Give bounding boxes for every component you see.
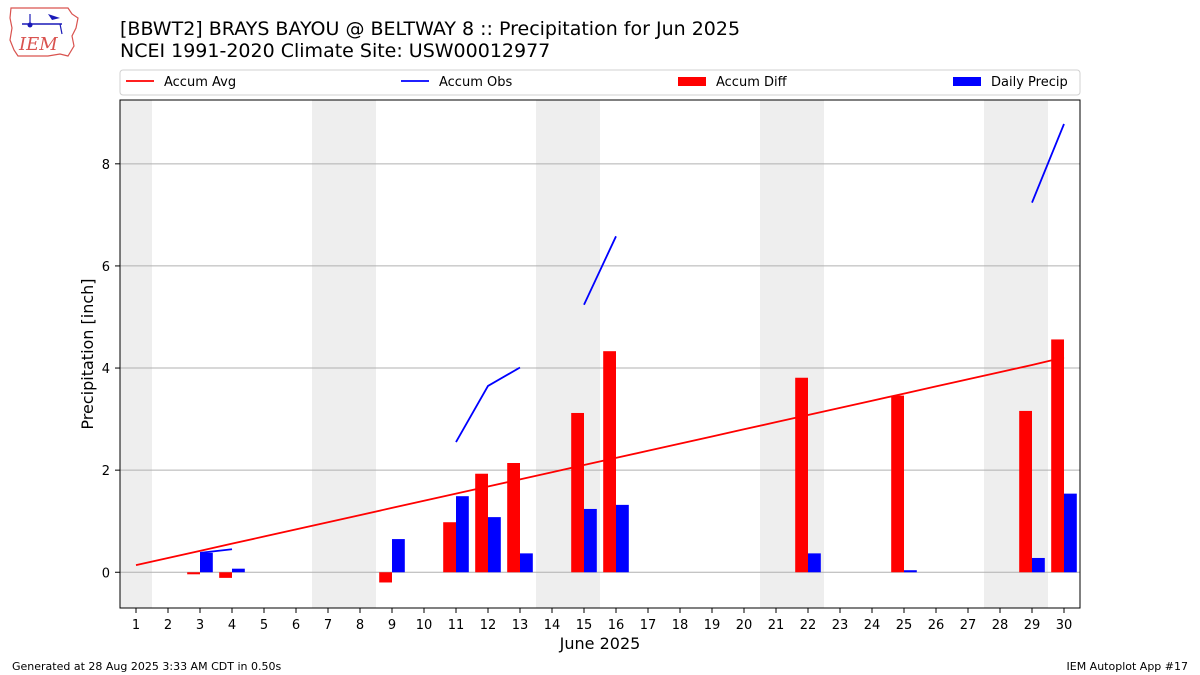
x-tick-label-14: 14 [544, 618, 561, 633]
x-axis-label: June 2025 [559, 634, 641, 653]
x-tick-label-27: 27 [960, 618, 977, 633]
x-tick-label-9: 9 [388, 618, 396, 633]
x-tick-label-24: 24 [864, 618, 881, 633]
accum-diff-bar-4 [219, 572, 232, 578]
x-tick-label-20: 20 [736, 618, 753, 633]
shade-day-8 [344, 100, 376, 608]
chart-subtitle: NCEI 1991-2020 Climate Site: USW00012977 [120, 40, 551, 62]
plot-frame [119, 99, 1081, 609]
weekend-shading [120, 100, 1048, 608]
accum-diff-bar-25 [891, 395, 904, 573]
y-tick-label-8: 8 [102, 158, 110, 173]
x-tick-label-7: 7 [324, 618, 332, 633]
accum-diff-bar-16 [603, 351, 616, 573]
legend-swatch-daily-precip [953, 77, 981, 86]
daily-precip-bar-12 [488, 517, 501, 573]
x-tick-label-5: 5 [260, 618, 268, 633]
accum-obs-line-2 [455, 366, 521, 443]
legend-label-accum-diff: Accum Diff [716, 75, 788, 90]
legend-label-daily-precip: Daily Precip [991, 75, 1068, 90]
daily-precip-bar-30 [1064, 493, 1077, 573]
x-tick-label-13: 13 [512, 618, 529, 633]
daily-precip-bar-29 [1032, 557, 1045, 573]
x-tick-label-12: 12 [480, 618, 497, 633]
x-tick-label-4: 4 [228, 618, 236, 633]
y-gridlines [120, 163, 1080, 573]
x-tick-label-18: 18 [672, 618, 689, 633]
x-tick-label-29: 29 [1024, 618, 1041, 633]
y-tick-label-4: 4 [102, 362, 110, 377]
axis-ticks: 1 2 3 4 5 6 7 8 9 10 11 12 13 14 15 16 17 18 19 20 21 22 23 24 2… [102, 158, 1073, 633]
x-tick-label-22: 22 [800, 618, 817, 633]
legend-box [119, 69, 1081, 96]
x-tick-label-15: 15 [576, 618, 593, 633]
accum-obs-line-1 [199, 548, 233, 554]
legend-label-accum-obs: Accum Obs [439, 75, 512, 90]
shade-day-7 [312, 100, 344, 608]
x-tick-label-26: 26 [928, 618, 945, 633]
accum-obs-line-3 [583, 235, 617, 306]
y-tick-label-6: 6 [102, 260, 110, 275]
x-tick-label-6: 6 [292, 618, 300, 633]
daily-precip-bar-15 [584, 508, 597, 573]
accum-obs-line-4 [1031, 123, 1065, 203]
accum-diff-bar-9 [379, 572, 392, 583]
accum-diff-bar-11 [443, 522, 456, 573]
accum-diff-bar-15 [571, 412, 584, 573]
x-tick-label-23: 23 [832, 618, 849, 633]
accum-diff-bar-29 [1019, 410, 1032, 573]
shade-day-14 [536, 100, 568, 608]
logo-text: IEM [18, 34, 58, 55]
x-tick-label-11: 11 [448, 618, 465, 633]
daily-precip-bar-11 [456, 496, 469, 573]
x-tick-label-21: 21 [768, 618, 785, 633]
x-tick-label-8: 8 [356, 618, 364, 633]
x-tick-label-1: 1 [132, 618, 140, 633]
x-tick-label-28: 28 [992, 618, 1009, 633]
legend-label-accum-avg: Accum Avg [164, 75, 236, 90]
y-tick-label-0: 0 [102, 566, 110, 581]
iem-logo-icon: IEM [8, 6, 80, 64]
daily-precip-bar-9 [392, 539, 405, 573]
daily-precip-bar-3 [200, 552, 213, 573]
x-tick-label-2: 2 [164, 618, 172, 633]
y-axis-label: Precipitation [inch] [78, 278, 97, 429]
accum-diff-bar-30 [1051, 339, 1064, 573]
legend-swatch-accum-diff [678, 77, 706, 86]
app-credit: IEM Autoplot App #17 [1066, 660, 1189, 673]
shade-day-1 [120, 100, 152, 608]
daily-precip-bar-4 [232, 568, 245, 573]
bars [187, 339, 1077, 583]
daily-precip-bar-13 [520, 553, 533, 573]
shade-day-21 [760, 100, 792, 608]
y-tick-label-2: 2 [102, 464, 110, 479]
chart-title: [BBWT2] BRAYS BAYOU @ BELTWAY 8 :: Preci… [120, 18, 741, 40]
accum-diff-bar-22 [795, 377, 808, 573]
legend: Accum Avg Accum Obs Accum Diff Daily Precip [119, 69, 1081, 96]
shade-day-28 [984, 100, 1016, 608]
x-tick-label-17: 17 [640, 618, 657, 633]
generated-timestamp: Generated at 28 Aug 2025 3:33 AM CDT in … [12, 660, 282, 673]
x-tick-label-19: 19 [704, 618, 721, 633]
accum-diff-bar-3 [187, 572, 200, 575]
lines [135, 123, 1065, 566]
x-tick-label-10: 10 [416, 618, 433, 633]
daily-precip-bar-16 [616, 504, 629, 573]
accum-diff-bar-13 [507, 463, 520, 573]
accum-avg-line [135, 356, 1065, 566]
daily-precip-bar-22 [808, 553, 821, 573]
x-tick-label-16: 16 [608, 618, 625, 633]
accum-diff-bar-12 [475, 473, 488, 573]
x-tick-label-25: 25 [896, 618, 913, 633]
x-tick-label-3: 3 [196, 618, 204, 633]
daily-precip-bar-25 [904, 570, 917, 573]
x-tick-label-30: 30 [1056, 618, 1073, 633]
